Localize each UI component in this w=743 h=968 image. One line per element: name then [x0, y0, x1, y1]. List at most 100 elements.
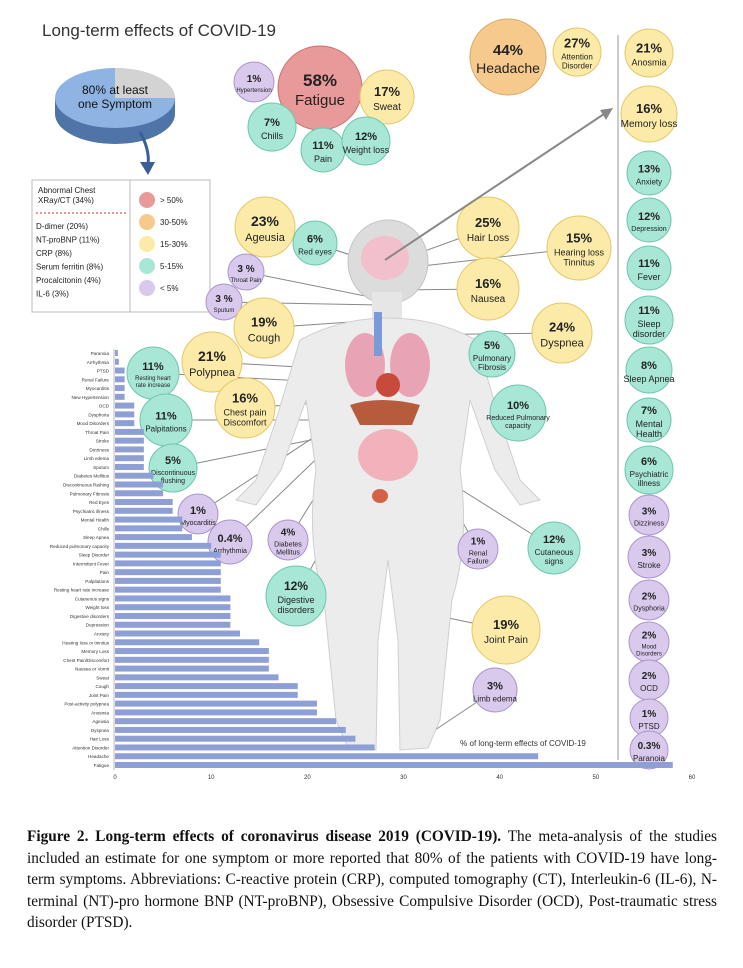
connector-line [245, 271, 386, 301]
bar [115, 463, 144, 470]
symptom-bubble: 13% Anxiety [626, 150, 672, 196]
bar [115, 420, 135, 427]
bubble-percent: 1% [247, 74, 262, 85]
legend-lab-item: D-dimer (20%) [36, 222, 88, 231]
bubble-label: Health [636, 429, 662, 439]
symptom-bubble: 0.3% Paranoia [629, 730, 669, 770]
bar [115, 490, 164, 497]
legend-swatch [139, 192, 155, 208]
bubble-percent: 6% [641, 456, 657, 468]
bubble-label: Red eyes [298, 247, 332, 256]
legend-swatch [139, 236, 155, 252]
bubble-label: Chest pain [223, 408, 266, 418]
x-tick-label: 60 [689, 775, 696, 781]
x-tick-label: 30 [400, 775, 407, 781]
legend-box: Abnormal Chest XRay/CT (34%) D-dimer (20%)… [31, 179, 211, 313]
bar [115, 534, 192, 541]
bar [115, 753, 539, 760]
symptom-bubble: 25% Hair Loss [456, 196, 520, 260]
bubble-label: Joint Pain [484, 635, 528, 646]
x-tick-label: 40 [496, 775, 503, 781]
bar [115, 586, 221, 593]
bubble-percent: 1% [190, 505, 206, 517]
bubble-label: Attention [561, 53, 593, 62]
bar [115, 604, 231, 611]
bar-category-label: Sweat [96, 675, 109, 680]
bar-category-label: Stroke [96, 439, 110, 444]
bar [115, 551, 221, 558]
bar-category-label: Nausea or Vomit [75, 667, 110, 672]
bar [115, 376, 125, 383]
bar [115, 499, 173, 506]
bubble-label: Diabetes [274, 542, 302, 549]
bar-category-label: Intermittent Fever [73, 561, 109, 566]
bar [115, 455, 144, 462]
symptom-bubble: 19% Cough [233, 297, 295, 359]
legend-lab-item: NT-proBNP (11%) [36, 236, 100, 245]
bar [115, 648, 269, 655]
bubble-percent: 23% [251, 213, 280, 229]
bubble-percent: 6% [307, 233, 323, 245]
chart-annotation: % of long-term effects of COVID-19 [460, 739, 586, 748]
bar-category-label: Attention Disorder [72, 745, 109, 750]
bar [115, 481, 164, 488]
bar [115, 709, 317, 716]
bar-category-label: Anosmia [91, 710, 109, 715]
bar [115, 735, 356, 742]
bubble-label: Fever [637, 272, 660, 282]
bubble-label: Sweat [373, 102, 401, 113]
legend-swatch [139, 214, 155, 230]
bar [115, 612, 231, 619]
bar [115, 367, 125, 374]
bar-category-label: Myocarditis [86, 386, 110, 391]
bubble-label: Discontinuous [151, 470, 195, 477]
legend-lab-item: CRP (8%) [36, 249, 72, 258]
legend-lab-title: Abnormal Chest XRay/CT (34%) [38, 186, 96, 205]
bar-category-label: Joint Pain [89, 693, 110, 698]
pie-chart: 80% at least one Symptom [55, 68, 175, 175]
bar [115, 674, 279, 681]
bubble-percent: 3 % [237, 264, 254, 275]
bar-category-label: Mental Health [81, 518, 110, 523]
legend-bin-label: 30-50% [160, 218, 188, 227]
bubble-label: Psychiatric [630, 470, 669, 479]
bubble-percent: 3% [642, 548, 657, 559]
bubble-percent: 12% [284, 579, 308, 593]
symptom-bubble: 12% Depression [626, 197, 672, 243]
bubble-label: Cough [248, 333, 280, 345]
bubble-percent: 17% [374, 84, 400, 99]
bubble-percent: 16% [475, 276, 501, 291]
bar-category-label: Cutaneous signs [75, 596, 110, 601]
x-tick-label: 10 [208, 775, 215, 781]
bar-category-label: Sputum [93, 465, 109, 470]
bubble-percent: 2% [642, 671, 657, 682]
bar [115, 595, 231, 602]
bar [115, 402, 135, 409]
bar-category-label: Dysphoria [88, 412, 109, 417]
bar-category-label: Reduced pulmonary capacity [50, 544, 110, 549]
x-tick-label: 20 [304, 775, 311, 781]
bar-category-label: Sleep Disorder [79, 553, 110, 558]
bar-category-label: Chills [98, 526, 110, 531]
bar [115, 691, 298, 698]
bubble-label: Dysphoria [633, 606, 665, 613]
bubble-percent: 16% [232, 391, 258, 406]
bubble-percent: 27% [564, 36, 590, 51]
legend-bin-label: 15-30% [160, 240, 188, 249]
bar [115, 656, 269, 663]
bar [115, 411, 135, 418]
bubble-percent: 7% [264, 117, 280, 129]
bubble-percent: 5% [165, 455, 181, 467]
bubble-label: OCD [640, 684, 658, 693]
bubble-percent: 24% [549, 320, 575, 335]
bubble-label: Sleep Apnea [623, 374, 674, 384]
symptom-bubble: 44%Headache [469, 18, 547, 96]
figure-title: Long-term effects of COVID-19 [42, 21, 276, 40]
symptom-bubble: 16% Memory loss [620, 85, 678, 143]
bubble-label: Memory loss [621, 119, 678, 130]
